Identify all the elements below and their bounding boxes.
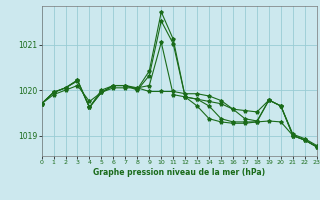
X-axis label: Graphe pression niveau de la mer (hPa): Graphe pression niveau de la mer (hPa) [93, 168, 265, 177]
